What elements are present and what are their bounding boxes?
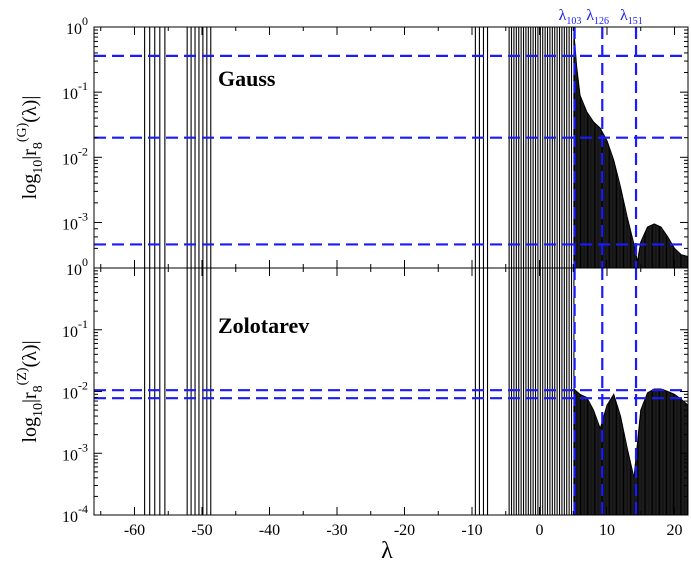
- panel-zolotarev: 10010-110-210-310-4Zolotarevlog10|r8(Z)(…: [15, 255, 689, 563]
- eigenvalue-marker-label: λ126: [586, 7, 609, 27]
- x-axis-label: λ: [381, 538, 393, 563]
- y-tick-label: 10-1: [62, 317, 88, 341]
- eigenvalue-marker-label: λ103: [559, 7, 582, 27]
- y-tick-label: 10-3: [62, 440, 88, 464]
- envelope-line: [573, 388, 688, 478]
- x-tick-label: -40: [259, 522, 280, 539]
- x-tick-label: 20: [667, 522, 683, 539]
- panel-title: Gauss: [218, 66, 276, 91]
- y-tick-label: 10-3: [62, 209, 88, 233]
- plot-area: [94, 27, 688, 268]
- envelope-line: [573, 33, 688, 262]
- eigenvalue-marker-label: λ151: [620, 7, 643, 27]
- x-tick-label: 10: [599, 522, 615, 539]
- x-tick-label: -10: [461, 522, 482, 539]
- x-tick-label: -50: [191, 522, 212, 539]
- y-tick-label: 100: [66, 14, 88, 38]
- y-tick-label: 10-4: [62, 502, 88, 526]
- x-tick-label: -20: [394, 522, 415, 539]
- x-tick-label: 0: [536, 522, 544, 539]
- y-tick-label: 10-1: [62, 79, 88, 103]
- plot-area: [94, 268, 688, 515]
- y-tick-label: 10-2: [62, 379, 88, 403]
- x-tick-label: -30: [326, 522, 347, 539]
- x-tick-label: -60: [124, 522, 145, 539]
- panel-title: Zolotarev: [218, 313, 309, 338]
- y-tick-label: 10-2: [62, 144, 88, 168]
- y-axis-label: log10|r8(G)(λ)|: [15, 96, 46, 200]
- y-axis-label: log10|r8(Z)(λ)|: [15, 340, 46, 442]
- y-tick-label: 100: [66, 255, 88, 279]
